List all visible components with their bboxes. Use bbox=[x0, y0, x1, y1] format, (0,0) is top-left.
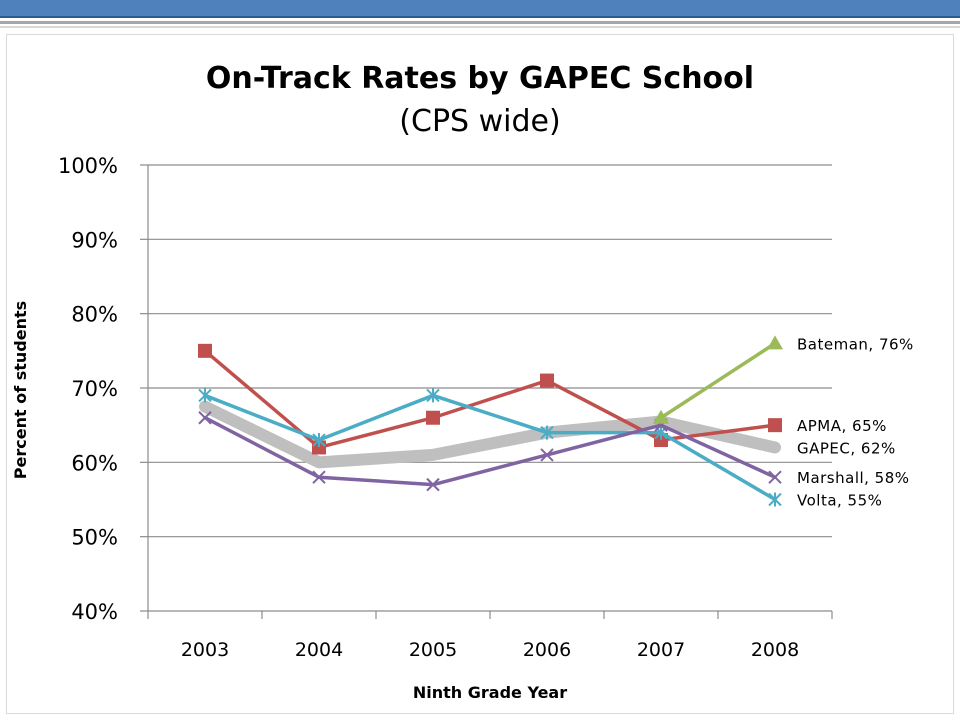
slide-frame bbox=[6, 34, 954, 714]
bateman-line bbox=[659, 341, 777, 420]
marshall-point bbox=[426, 477, 440, 492]
marshall-line bbox=[203, 415, 777, 487]
marshall-point bbox=[198, 411, 212, 425]
x-tick-label: 2005 bbox=[409, 639, 457, 661]
x-axis-label: Ninth Grade Year bbox=[413, 683, 567, 702]
y-tick-label: 50% bbox=[71, 526, 118, 550]
x-tick-labels: 2003 2004 2005 2006 2007 2008 bbox=[181, 639, 799, 661]
series-group bbox=[198, 335, 783, 507]
series-gapec bbox=[199, 400, 781, 469]
y-tick-label: 70% bbox=[71, 377, 118, 401]
chart-subtitle: (CPS wide) bbox=[399, 104, 560, 139]
volta-line bbox=[203, 393, 777, 502]
volta-point bbox=[426, 388, 440, 403]
bateman-point bbox=[767, 335, 783, 350]
gapec-line bbox=[199, 400, 781, 469]
header-rule-thin bbox=[0, 26, 960, 28]
volta-point bbox=[312, 433, 326, 448]
marshall-point bbox=[768, 470, 782, 484]
y-tick-label: 80% bbox=[71, 303, 118, 327]
marshall-point bbox=[312, 470, 326, 484]
volta-point bbox=[198, 388, 212, 403]
y-tick-label: 100% bbox=[58, 154, 118, 178]
x-tick-label: 2007 bbox=[637, 639, 685, 661]
bateman-label: Bateman, 76% bbox=[797, 335, 914, 353]
apma-point bbox=[198, 343, 212, 358]
gridlines bbox=[140, 164, 833, 619]
header-bar bbox=[0, 0, 960, 18]
apma-point bbox=[768, 418, 782, 433]
x-tick-label: 2008 bbox=[751, 639, 799, 661]
x-tick-label: 2004 bbox=[295, 639, 343, 661]
y-tick-label: 60% bbox=[71, 451, 118, 475]
y-tick-label: 40% bbox=[71, 600, 118, 624]
series-labels: GAPEC, 62% APMA, 65% Volta, 55% Marshall, 5… bbox=[797, 335, 914, 510]
bateman-point bbox=[653, 409, 669, 424]
gapec-label: GAPEC, 62% bbox=[797, 439, 896, 457]
volta-point bbox=[540, 425, 554, 440]
x-tick-label: 2006 bbox=[523, 639, 571, 661]
y-tick-label: 90% bbox=[71, 228, 118, 252]
apma-point bbox=[540, 373, 554, 388]
x-tick-label: 2003 bbox=[181, 639, 229, 661]
marshall-label: Marshall, 58% bbox=[797, 469, 910, 487]
chart-title: On-Track Rates by GAPEC School bbox=[206, 61, 754, 96]
volta-label: Volta, 55% bbox=[797, 492, 882, 510]
apma-label: APMA, 65% bbox=[797, 417, 887, 435]
volta-point bbox=[768, 492, 782, 507]
series-bateman bbox=[653, 335, 783, 424]
y-tick-labels: 40% 50% 60% 70% 80% 90% 100% bbox=[58, 154, 118, 624]
header-rule bbox=[0, 21, 960, 24]
series-marshall bbox=[198, 411, 782, 492]
y-axis-label: Percent of students bbox=[11, 301, 30, 479]
marshall-point bbox=[540, 448, 554, 462]
apma-point bbox=[426, 410, 440, 425]
series-volta bbox=[198, 388, 782, 507]
